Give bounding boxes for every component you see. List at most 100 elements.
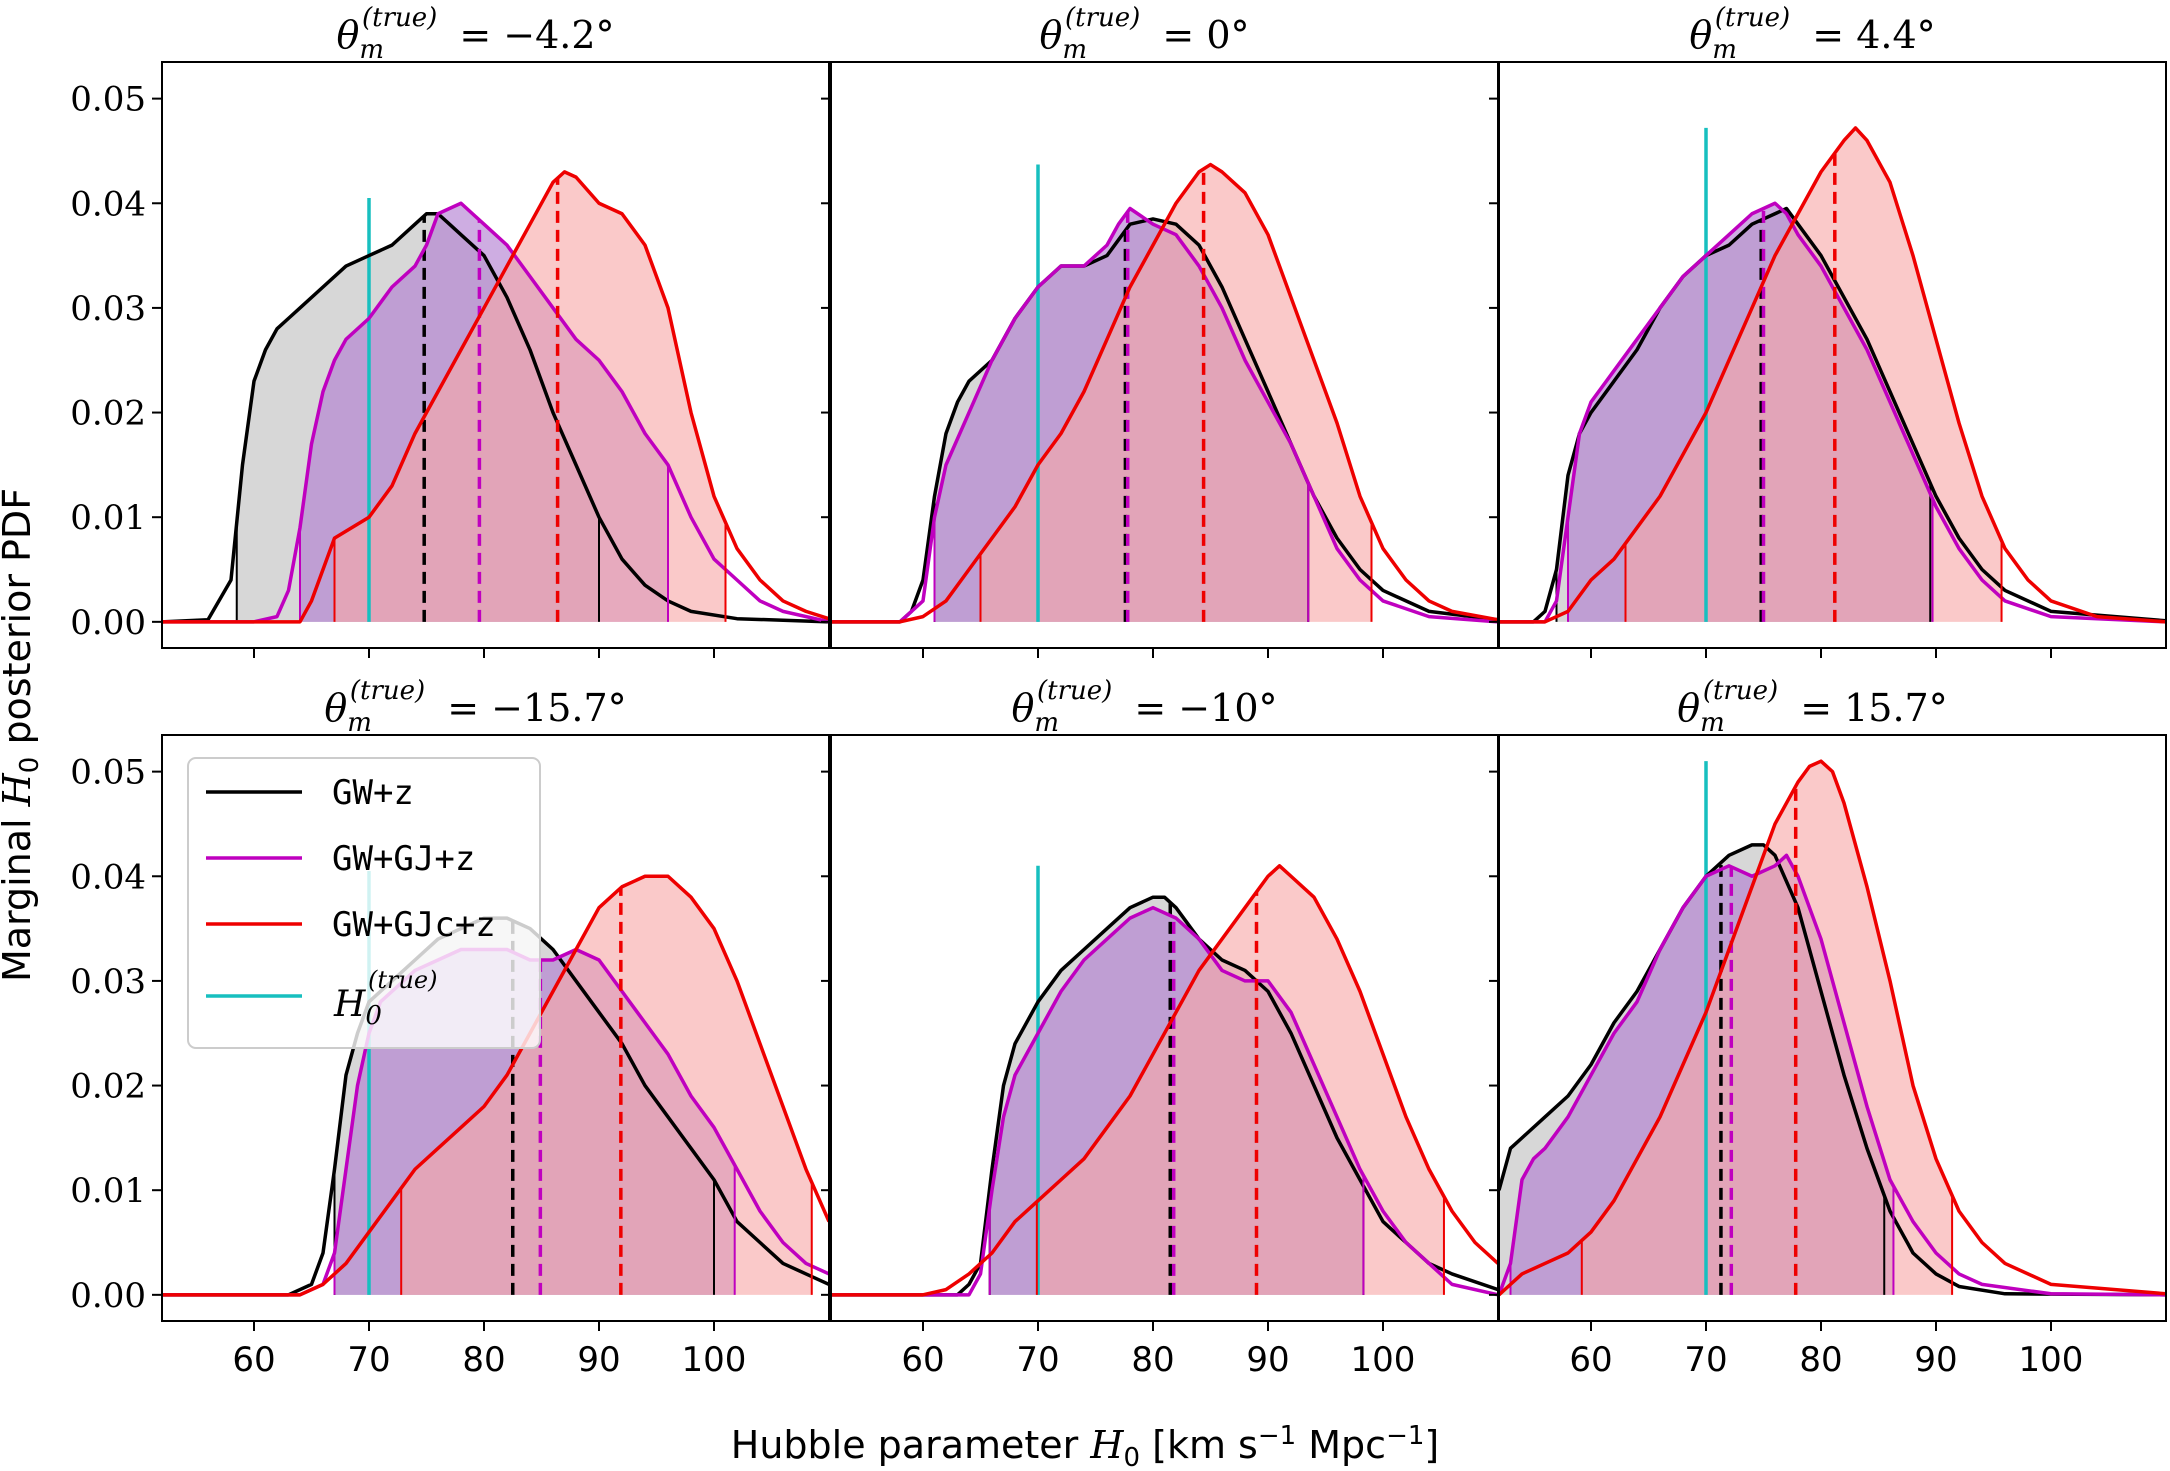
panel-title-value-1: = 0°: [1150, 13, 1249, 57]
legend-label-gw-z: GW+z: [332, 773, 414, 813]
panel-title-sup-4: (true): [1037, 676, 1112, 706]
panel-title-value-5: = 15.7°: [1788, 686, 1948, 730]
xtick-label-4-1: 70: [1016, 1340, 1059, 1380]
legend: GW+z GW+GJ+z GW+GJc+z H0 (true): [187, 757, 541, 1049]
ci-fill-gw-gjc-z-3: [401, 876, 812, 1295]
ytick-label-0-4: 0.04: [70, 184, 146, 224]
panel-5: 60 70 80 90 100 θm(true) = 15.7°: [1489, 676, 2167, 1380]
legend-label-gw-gj-z: GW+GJ+z: [332, 839, 475, 879]
xtick-label-5-2: 80: [1799, 1340, 1842, 1380]
panel-title-theta-1: θ: [1039, 13, 1062, 57]
plot-area-0: [162, 170, 829, 624]
plot-area-2: [1499, 126, 2166, 624]
legend-entry-gw-gjc-z: GW+GJc+z: [206, 905, 496, 945]
panel-frame-2: [1498, 61, 2167, 649]
xtick-label-4-3: 90: [1246, 1340, 1289, 1380]
curve-gw-gjc-z-0: [162, 170, 829, 624]
ci-fill-gw-gjc-z-1: [980, 164, 1372, 622]
panel-title-sup-3: (true): [350, 676, 425, 706]
panel-title-sup-1: (true): [1065, 3, 1140, 33]
x-axis-title-sub: 0: [1124, 1443, 1141, 1471]
panel-title-sub-2: m: [1712, 35, 1737, 65]
curve-gw-gj-z-5: [1499, 853, 2166, 1297]
curve-gw-gj-z-1: [831, 206, 1498, 624]
xtick-label-4-2: 80: [1131, 1340, 1174, 1380]
ci-fill-gw-gjc-z-4: [1036, 865, 1444, 1295]
legend-label-h0-main: H: [333, 984, 366, 1025]
x-axis-title-sup1: −1: [1258, 1421, 1296, 1451]
panel-title-3: θm(true) = −15.7°: [324, 676, 626, 738]
panel-title-0: θm(true) = −4.2°: [336, 3, 614, 65]
panel-title-5: θm(true) = 15.7°: [1677, 676, 1947, 738]
panel-frame-0: [161, 61, 830, 649]
y-axis-title-rest: posterior PDF: [0, 488, 39, 757]
ytick-label-0-0: 0.00: [70, 603, 146, 643]
legend-label-h0-sub: 0: [365, 1001, 382, 1031]
ytick-label-3-3: 0.03: [70, 962, 146, 1002]
x-axis-title-units: [km s: [1140, 1423, 1258, 1467]
xtick-label-3-2: 80: [462, 1340, 505, 1380]
panel-title-theta-2: θ: [1689, 13, 1712, 57]
plot-area-5: [1499, 759, 2166, 1297]
legend-entry-gw-z: GW+z: [206, 773, 414, 813]
ytick-label-0-1: 0.01: [70, 498, 146, 538]
xtick-label-5-4: 100: [2019, 1340, 2084, 1380]
xtick-label-3-1: 70: [347, 1340, 390, 1380]
ci-fill-gw-gjc-z-5: [1581, 761, 1953, 1295]
curve-gw-gjc-z-3: [162, 874, 829, 1297]
legend-label-h0-true: H0 (true): [333, 966, 437, 1031]
plot-area-1: [831, 162, 1498, 624]
curve-gw-z-0: [162, 211, 829, 624]
ci-fill-gw-gjc-z-0: [334, 171, 726, 622]
xtick-label-4-0: 60: [901, 1340, 944, 1380]
curve-gw-gjc-z-2: [1499, 126, 2166, 624]
panel-0: 0.00 0.01 0.02 0.03 0.04 0.05 θm(true) = −4.2°: [70, 3, 830, 658]
xtick-label-4-4: 100: [1351, 1340, 1416, 1380]
x-axis-title-units2: Mpc: [1296, 1423, 1386, 1467]
ytick-label-3-1: 0.01: [70, 1171, 146, 1211]
legend-entry-h0-true: H0 (true): [206, 966, 437, 1031]
curve-gw-z-1: [831, 217, 1498, 624]
y-axis-title: Marginal H0 posterior PDF: [0, 488, 45, 982]
ytick-label-3-4: 0.04: [70, 857, 146, 897]
legend-entry-gw-gj-z: GW+GJ+z: [206, 839, 475, 879]
x-axis-title: Hubble parameter H0 [km s−1 Mpc−1]: [731, 1421, 1439, 1471]
ytick-label-0-5: 0.05: [70, 80, 146, 120]
legend-label-h0-sup: (true): [368, 966, 438, 994]
y-axis-title-sub: 0: [15, 757, 45, 774]
panel-title-value-3: = −15.7°: [435, 686, 626, 730]
xtick-label-3-4: 100: [682, 1340, 747, 1380]
xtick-label-5-0: 60: [1569, 1340, 1612, 1380]
curve-gw-gj-z-2: [1499, 201, 2166, 624]
curve-gw-gjc-z-4: [831, 864, 1498, 1297]
legend-frame: [187, 757, 541, 1049]
panel-title-theta-5: θ: [1677, 686, 1700, 730]
curve-gw-gj-z-0: [162, 201, 829, 624]
y-axis-title-math: H: [0, 772, 39, 807]
x-axis-title-text: Hubble parameter: [731, 1423, 1091, 1467]
panel-2: θm(true) = 4.4°: [1489, 3, 2167, 658]
curve-gw-z-4: [831, 895, 1498, 1297]
panel-title-sub-0: m: [359, 35, 384, 65]
xtick-label-5-1: 70: [1684, 1340, 1727, 1380]
panel-4: 60 70 80 90 100 θm(true) = −10°: [821, 676, 1499, 1380]
xtick-label-3-3: 90: [577, 1340, 620, 1380]
panel-title-sub-1: m: [1062, 35, 1087, 65]
x-axis-title-sup2: −1: [1386, 1421, 1424, 1451]
xtick-label-5-3: 90: [1914, 1340, 1957, 1380]
panel-title-theta-3: θ: [324, 686, 347, 730]
ytick-label-3-5: 0.05: [70, 753, 146, 793]
y-axis-title-text: Marginal: [0, 806, 39, 982]
panel-frame-5: [1498, 734, 2167, 1322]
panel-title-sub-5: m: [1700, 708, 1725, 738]
legend-label-gw-gjc-z: GW+GJc+z: [332, 905, 496, 945]
panel-title-theta-0: θ: [336, 13, 359, 57]
panel-title-value-0: = −4.2°: [447, 13, 614, 57]
panel-title-1: θm(true) = 0°: [1039, 3, 1249, 65]
panel-title-4: θm(true) = −10°: [1011, 676, 1277, 738]
panel-title-sup-2: (true): [1715, 3, 1790, 33]
panel-title-value-2: = 4.4°: [1800, 13, 1935, 57]
ci-fill-gw-gjc-z-2: [1625, 127, 2002, 622]
panel-title-sup-0: (true): [362, 3, 437, 33]
